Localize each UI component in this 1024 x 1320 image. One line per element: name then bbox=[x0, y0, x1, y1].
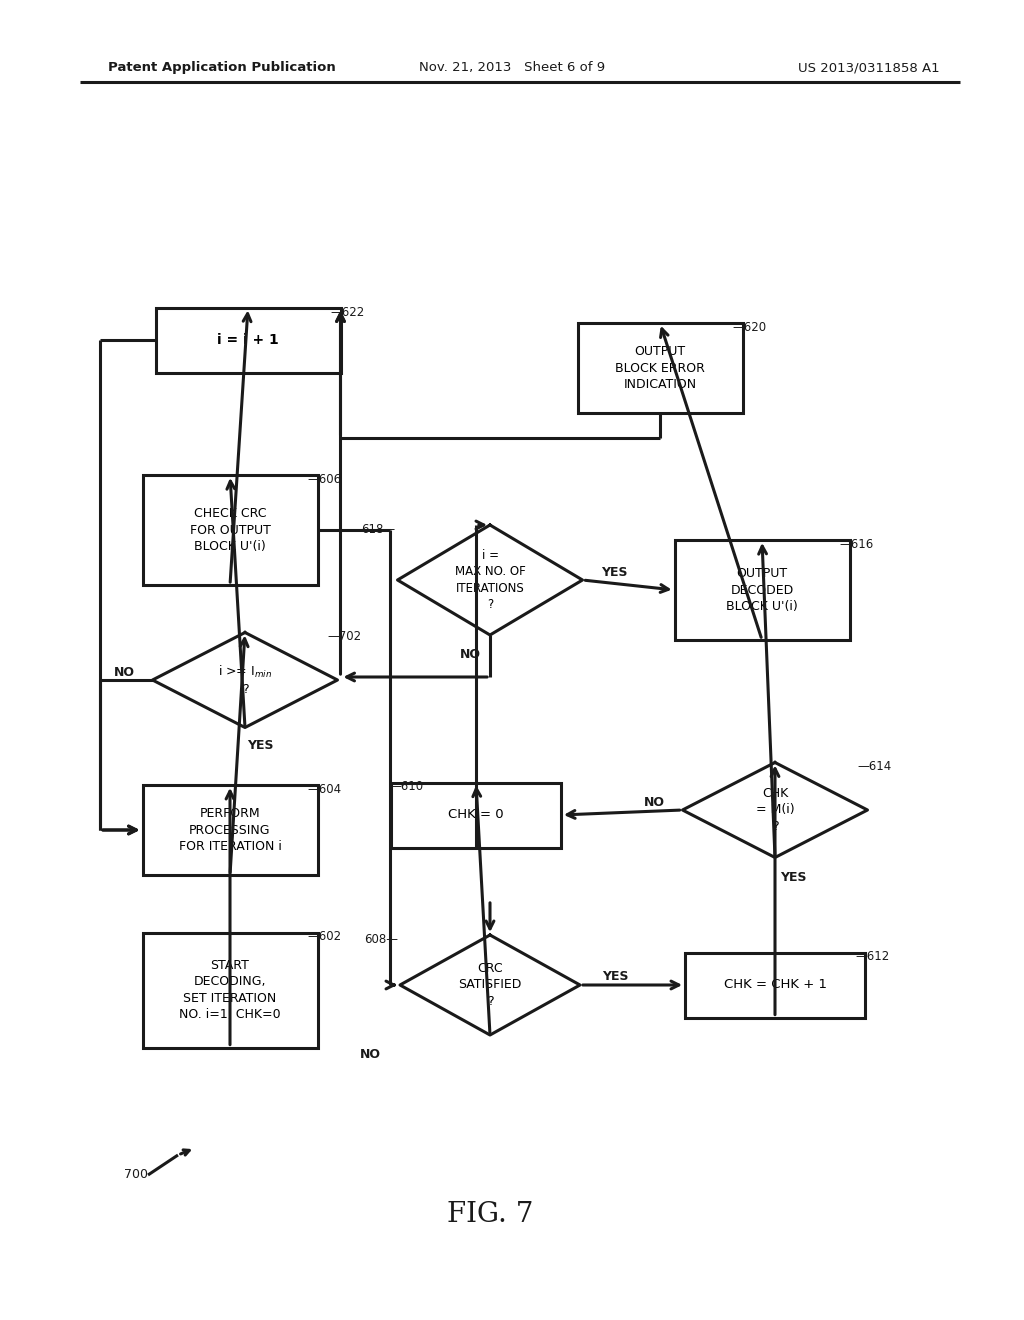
Text: —604: —604 bbox=[307, 783, 342, 796]
Text: FIG. 7: FIG. 7 bbox=[446, 1201, 534, 1229]
Text: Nov. 21, 2013   Sheet 6 of 9: Nov. 21, 2013 Sheet 6 of 9 bbox=[419, 62, 605, 74]
Text: NO: NO bbox=[644, 796, 665, 808]
Text: YES: YES bbox=[779, 871, 806, 884]
Bar bbox=[142, 785, 317, 875]
Bar bbox=[142, 475, 317, 585]
Bar bbox=[156, 308, 341, 372]
Text: YES: YES bbox=[601, 565, 628, 578]
Polygon shape bbox=[153, 632, 338, 727]
Bar bbox=[675, 540, 850, 640]
Text: CHK = 0: CHK = 0 bbox=[449, 808, 504, 821]
Polygon shape bbox=[397, 525, 583, 635]
Text: YES: YES bbox=[247, 739, 273, 752]
Text: —702: —702 bbox=[328, 631, 361, 644]
Text: i >= I$_{min}$
?: i >= I$_{min}$ ? bbox=[218, 664, 272, 697]
Bar bbox=[391, 783, 561, 847]
Text: 700: 700 bbox=[124, 1168, 148, 1181]
Text: NO: NO bbox=[359, 1048, 381, 1061]
Text: PERFORM
PROCESSING
FOR ITERATION i: PERFORM PROCESSING FOR ITERATION i bbox=[178, 807, 282, 853]
Text: 618—: 618— bbox=[361, 523, 395, 536]
Text: —612: —612 bbox=[855, 950, 889, 964]
Text: CHECK CRC
FOR OUTPUT
BLOCK U'(i): CHECK CRC FOR OUTPUT BLOCK U'(i) bbox=[189, 507, 270, 553]
Polygon shape bbox=[683, 763, 867, 858]
Text: —606: —606 bbox=[307, 473, 342, 486]
Text: OUTPUT
BLOCK ERROR
INDICATION: OUTPUT BLOCK ERROR INDICATION bbox=[615, 345, 705, 391]
Text: —610: —610 bbox=[389, 780, 423, 793]
Text: YES: YES bbox=[602, 970, 629, 983]
Text: CRC
SATISFIED
?: CRC SATISFIED ? bbox=[459, 962, 521, 1008]
Bar bbox=[578, 323, 742, 413]
Text: Patent Application Publication: Patent Application Publication bbox=[108, 62, 336, 74]
Bar bbox=[685, 953, 865, 1018]
Text: 608—: 608— bbox=[364, 933, 398, 946]
Text: —620: —620 bbox=[732, 321, 767, 334]
Text: OUTPUT
DECODED
BLOCK U'(i): OUTPUT DECODED BLOCK U'(i) bbox=[726, 568, 798, 612]
Text: NO: NO bbox=[114, 665, 135, 678]
Text: CHK
= M(i)
?: CHK = M(i) ? bbox=[756, 787, 795, 833]
Text: US 2013/0311858 A1: US 2013/0311858 A1 bbox=[799, 62, 940, 74]
Text: CHK = CHK + 1: CHK = CHK + 1 bbox=[724, 978, 826, 991]
Text: NO: NO bbox=[460, 648, 480, 661]
Text: —622: —622 bbox=[331, 305, 365, 318]
Text: START
DECODING,
SET ITERATION
NO. i=1, CHK=0: START DECODING, SET ITERATION NO. i=1, C… bbox=[179, 958, 281, 1022]
Text: —614: —614 bbox=[857, 760, 892, 774]
Text: i =
MAX NO. OF
ITERATIONS
?: i = MAX NO. OF ITERATIONS ? bbox=[455, 549, 525, 611]
Text: —602: —602 bbox=[307, 931, 342, 944]
Text: —616: —616 bbox=[840, 539, 873, 550]
Text: i = i + 1: i = i + 1 bbox=[217, 333, 279, 347]
Polygon shape bbox=[400, 935, 580, 1035]
Bar bbox=[142, 932, 317, 1048]
